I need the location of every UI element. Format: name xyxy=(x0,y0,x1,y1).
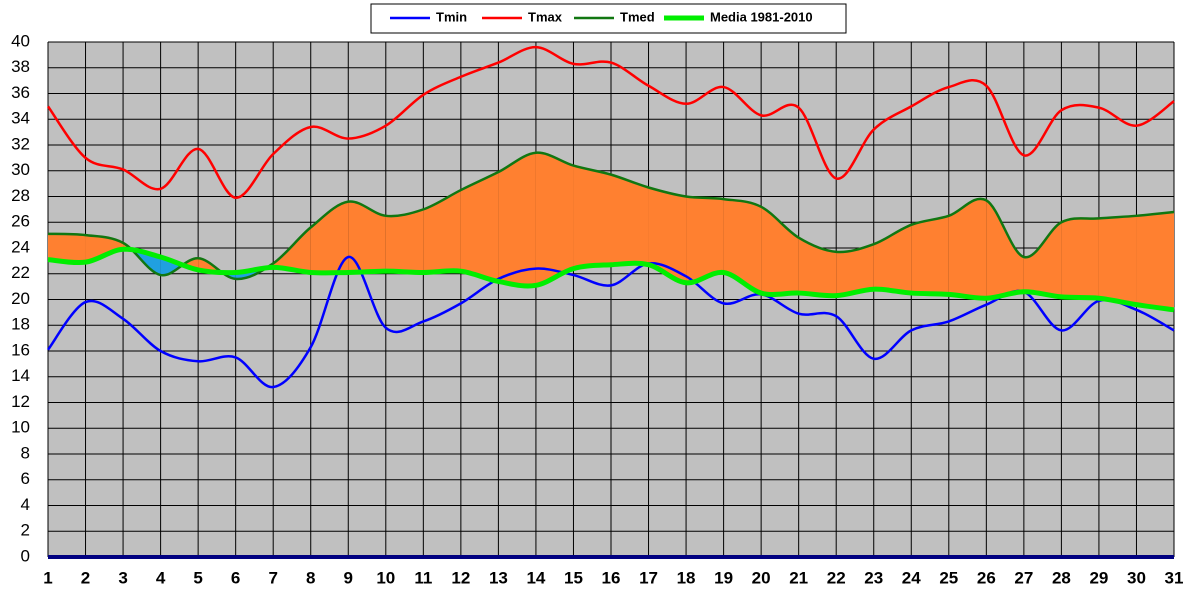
x-tick-label: 8 xyxy=(306,568,315,587)
x-tick-label: 1 xyxy=(43,568,52,587)
y-tick-label: 28 xyxy=(11,186,30,205)
fill-above xyxy=(573,165,611,269)
x-tick-label: 30 xyxy=(1127,568,1146,587)
x-tick-label: 24 xyxy=(902,568,921,587)
x-tick-label: 23 xyxy=(864,568,883,587)
fill-above xyxy=(385,209,424,273)
x-tick-label: 3 xyxy=(118,568,127,587)
fill-above xyxy=(648,187,687,283)
fill-above xyxy=(686,196,724,283)
fill-above xyxy=(535,152,574,286)
legend-label: Tmax xyxy=(528,9,563,24)
legend-label: Tmed xyxy=(620,9,655,24)
y-tick-label: 38 xyxy=(11,57,30,76)
x-tick-label: 12 xyxy=(451,568,470,587)
series-line xyxy=(46,255,1175,389)
x-tick-label: 17 xyxy=(639,568,658,587)
x-tick-label: 11 xyxy=(414,568,432,587)
x-tick-label: 6 xyxy=(231,568,240,587)
x-tick-label: 20 xyxy=(752,568,771,587)
y-tick-label: 18 xyxy=(11,315,30,334)
x-tick-label: 25 xyxy=(939,568,958,587)
x-tick-label: 5 xyxy=(193,568,202,587)
x-tick-label: 18 xyxy=(677,568,696,587)
y-tick-label: 24 xyxy=(11,237,30,256)
x-tick-label: 10 xyxy=(376,568,395,587)
y-tick-label: 34 xyxy=(11,109,30,128)
fill-above xyxy=(1061,218,1099,299)
x-tick-label: 7 xyxy=(268,568,277,587)
x-tick-label: 21 xyxy=(789,568,808,587)
fill-above xyxy=(1098,215,1137,305)
fill-above xyxy=(1023,222,1062,297)
series-line xyxy=(47,151,1175,281)
y-tick-label: 0 xyxy=(21,546,30,565)
y-tick-label: 30 xyxy=(11,160,30,179)
y-tick-label: 6 xyxy=(21,469,30,488)
fill-above xyxy=(423,190,461,273)
y-tick-label: 14 xyxy=(11,366,30,385)
legend: Tmin Tmax Tmed Media 1981-2010 xyxy=(370,3,847,34)
x-tick-label: 4 xyxy=(156,568,166,587)
x-tick-label: 15 xyxy=(564,568,583,587)
fill-below xyxy=(235,267,274,279)
series-line xyxy=(46,45,1175,200)
x-tick-label: 9 xyxy=(344,568,353,587)
x-tick-label: 2 xyxy=(81,568,90,587)
y-tick-label: 20 xyxy=(11,289,30,308)
fill-above xyxy=(798,237,837,296)
x-tick-label: 29 xyxy=(1089,568,1108,587)
fill-above xyxy=(460,172,499,282)
series-line xyxy=(47,246,1175,313)
legend-label: Tmin xyxy=(436,9,467,24)
fill-above xyxy=(498,152,536,286)
fill-above xyxy=(611,174,649,265)
fill-above xyxy=(761,206,799,295)
x-tick-label: 14 xyxy=(526,568,545,587)
fill-above xyxy=(986,200,1024,299)
x-tick-label: 19 xyxy=(714,568,733,587)
x-tick-label: 28 xyxy=(1052,568,1071,587)
fill-above xyxy=(85,235,124,263)
fill-above xyxy=(348,201,386,273)
x-tick-label: 16 xyxy=(602,568,621,587)
x-tick-label: 31 xyxy=(1165,568,1184,587)
fill-above xyxy=(48,233,86,263)
fill-above xyxy=(911,215,949,295)
y-tick-label: 22 xyxy=(11,263,30,282)
y-tick-label: 32 xyxy=(11,134,30,153)
y-tick-label: 16 xyxy=(11,340,30,359)
fill-above xyxy=(1136,211,1174,310)
fill-above xyxy=(723,199,762,294)
fill-above xyxy=(873,224,912,294)
fill-above xyxy=(273,227,311,273)
x-tick-label: 26 xyxy=(977,568,996,587)
y-tick-label: 4 xyxy=(21,495,30,514)
y-tick-label: 40 xyxy=(11,31,30,50)
fill-above xyxy=(948,198,987,299)
y-tick-label: 10 xyxy=(11,418,30,437)
fill-above xyxy=(836,244,874,296)
legend-label: Media 1981-2010 xyxy=(710,9,813,24)
x-tick-label: 13 xyxy=(489,568,508,587)
y-tick-label: 26 xyxy=(11,212,30,231)
x-tick-label: 22 xyxy=(827,568,846,587)
y-tick-label: 36 xyxy=(11,83,30,102)
y-tick-label: 8 xyxy=(21,443,30,462)
y-tick-label: 2 xyxy=(21,521,30,540)
x-tick-label: 27 xyxy=(1014,568,1033,587)
y-tick-label: 12 xyxy=(11,392,30,411)
